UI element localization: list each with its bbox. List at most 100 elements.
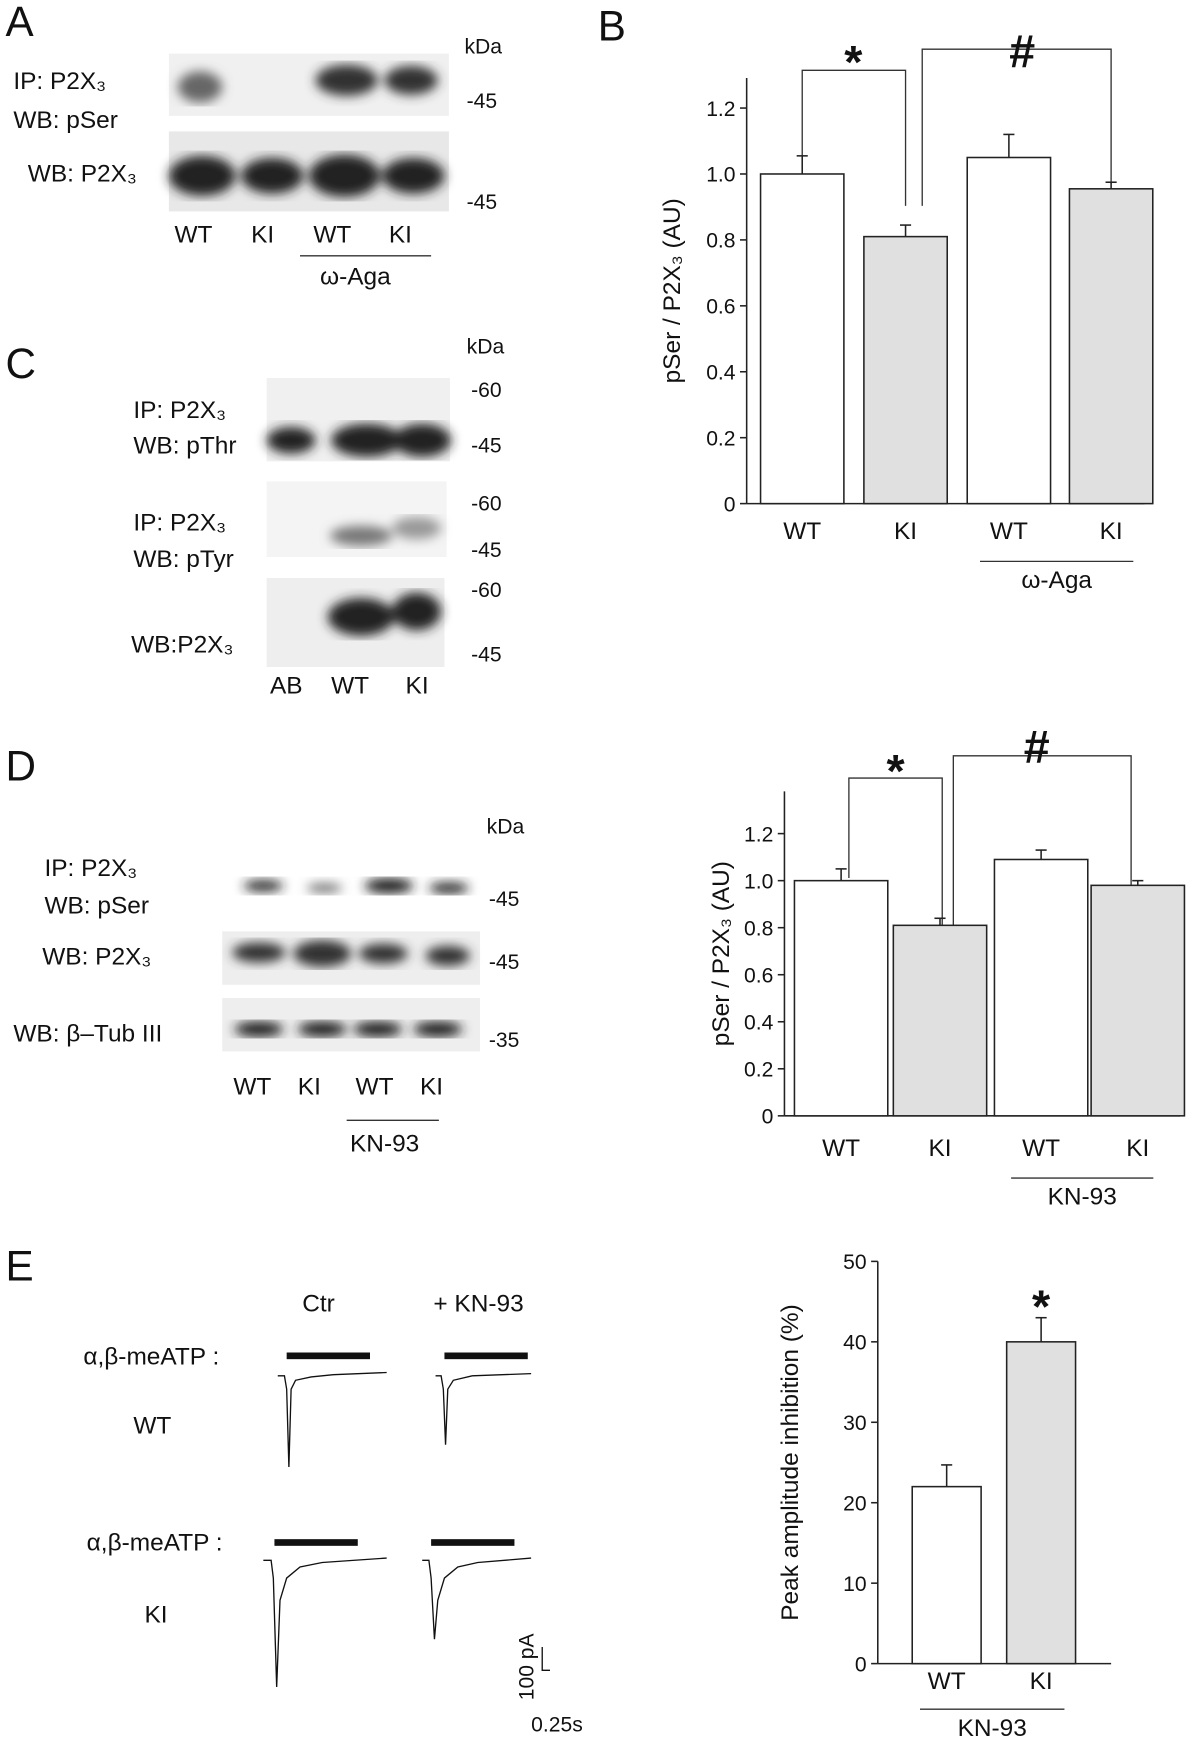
y-tick-label: 0 [724, 493, 736, 516]
lane: WT [313, 222, 351, 249]
x-tick-label: WT [1022, 1135, 1060, 1162]
y-tick-label: 0.4 [706, 362, 736, 385]
lane: KI [389, 222, 412, 249]
y-tick-label: 0 [855, 1653, 867, 1676]
lane: WT [233, 1074, 271, 1101]
y-axis-label: pSer / P2X₃ (AU) [659, 198, 686, 383]
scale-label: 100 pA [515, 1632, 538, 1700]
y-tick-label: 40 [843, 1332, 866, 1355]
bands [243, 878, 469, 894]
bar [863, 235, 948, 505]
lane: WT [174, 222, 212, 249]
y-tick-label: 0.6 [706, 296, 735, 319]
bar [966, 156, 1052, 505]
bar [1068, 188, 1154, 505]
bar [892, 924, 988, 1117]
y-tick-label: 1.2 [744, 823, 773, 846]
marker: -45 [489, 951, 520, 974]
panel-label: B [598, 2, 626, 49]
row-label: WB: pSer [13, 107, 118, 134]
group-label: KN-93 [1048, 1184, 1117, 1211]
unit: kDa [487, 816, 525, 839]
bands [177, 64, 438, 103]
treatment: KN-93 [350, 1130, 419, 1157]
x-tick-label: KI [1100, 518, 1123, 545]
x-tick-label: KI [1126, 1135, 1149, 1162]
lane: KI [298, 1074, 321, 1101]
panel-label: E [6, 1242, 34, 1289]
bands [266, 423, 452, 457]
condition: Ctr [302, 1290, 335, 1317]
x-tick-label: WT [783, 518, 821, 545]
y-tick-label: 1.2 [706, 98, 735, 121]
marker: -60 [471, 492, 502, 515]
y-tick-label: 0 [762, 1106, 774, 1129]
y-axis-label: pSer / P2X₃ (AU) [708, 861, 735, 1046]
y-axis-label: Peak amplitude inhibition (%) [777, 1304, 804, 1621]
x-tick-label: WT [822, 1135, 860, 1162]
x-tick-label: KI [928, 1135, 951, 1162]
row-label: IP: P2X₃ [44, 855, 137, 882]
y-tick-label: 20 [843, 1493, 866, 1516]
row-label: WB: pTyr [133, 546, 233, 573]
marker: -45 [471, 643, 502, 666]
annotation: * [1032, 1281, 1051, 1333]
lane: AB [270, 673, 303, 700]
marker: -45 [467, 90, 498, 113]
marker: -45 [467, 191, 498, 214]
y-tick-label: 10 [843, 1573, 866, 1596]
y-tick-label: 0.8 [744, 917, 773, 940]
marker: -45 [471, 539, 502, 562]
panel-label: D [6, 742, 37, 789]
y-tick-label: 0.2 [706, 427, 735, 450]
unit: kDa [464, 36, 502, 59]
row-label: WB:P2X₃ [131, 632, 233, 659]
annotation: * [844, 36, 863, 88]
row-label: IP: P2X₃ [133, 397, 226, 424]
lane: WT [331, 673, 369, 700]
panel-label: A [6, 0, 35, 45]
marker: -60 [471, 379, 502, 402]
y-tick-label: 1.0 [744, 870, 773, 893]
bands [327, 592, 442, 636]
x-tick-label: KI [1030, 1668, 1053, 1695]
bar [1005, 1341, 1077, 1665]
annotation: * [886, 745, 905, 797]
y-tick-label: 0.4 [744, 1012, 774, 1035]
marker: -35 [489, 1029, 520, 1052]
row-label: IP: P2X₃ [13, 68, 106, 95]
stimulus: α,β-meATP : [87, 1529, 223, 1556]
group-label: KN-93 [958, 1715, 1027, 1742]
marker: -45 [471, 435, 502, 458]
panel-label: C [6, 340, 37, 387]
unit: kDa [467, 336, 505, 359]
y-tick-label: 30 [843, 1412, 866, 1435]
lane: WT [356, 1074, 394, 1101]
stimulus: α,β-meATP : [83, 1344, 219, 1371]
y-tick-label: 50 [843, 1251, 866, 1274]
bar [1090, 884, 1186, 1117]
bar [759, 173, 845, 505]
lane: KI [406, 673, 429, 700]
bands [168, 154, 445, 197]
y-tick-label: 0.2 [744, 1059, 773, 1082]
y-tick-label: 1.0 [706, 164, 735, 187]
marker: -45 [489, 888, 520, 911]
row-label: WB: β–Tub III [13, 1020, 162, 1047]
row-label: IP: P2X₃ [133, 509, 226, 536]
condition: + KN-93 [433, 1290, 523, 1317]
marker: -60 [471, 579, 502, 602]
x-tick-label: WT [990, 518, 1028, 545]
scale-label: 0.25s [531, 1713, 583, 1736]
row-label: WB: pSer [44, 893, 149, 920]
bands [232, 940, 470, 967]
genotype: WT [133, 1413, 171, 1440]
bar [993, 858, 1089, 1117]
bands [330, 516, 442, 546]
traces [263, 1352, 550, 1687]
y-tick-label: 0.8 [706, 230, 735, 253]
annotation: # [1024, 721, 1050, 773]
treatment: ω-Aga [320, 264, 391, 291]
